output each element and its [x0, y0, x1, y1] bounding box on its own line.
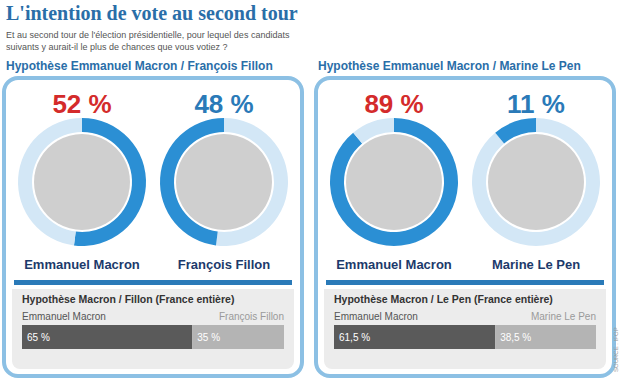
svg-text:Emmanuel Macron: Emmanuel Macron: [334, 311, 418, 322]
svg-text:48 %: 48 %: [194, 89, 253, 119]
svg-text:Hypothèse Emmanuel Macron / Fr: Hypothèse Emmanuel Macron / François Fil…: [6, 59, 273, 73]
svg-text:Hypothèse Macron / Fillon (Fra: Hypothèse Macron / Fillon (France entièr…: [22, 293, 234, 305]
svg-text:38,5 %: 38,5 %: [500, 332, 531, 343]
svg-text:52 %: 52 %: [52, 89, 111, 119]
svg-text:35 %: 35 %: [197, 332, 220, 343]
svg-text:Emmanuel Macron: Emmanuel Macron: [24, 257, 140, 272]
svg-text:65 %: 65 %: [27, 332, 50, 343]
svg-text:Emmanuel Macron: Emmanuel Macron: [336, 257, 452, 272]
svg-text:L'intention de vote au second: L'intention de vote au second tour: [6, 2, 298, 24]
svg-text:Hypothèse Emmanuel Macron / Ma: Hypothèse Emmanuel Macron / Marine Le Pe…: [318, 59, 581, 73]
svg-text:Marine Le Pen: Marine Le Pen: [531, 311, 596, 322]
svg-text:89 %: 89 %: [364, 89, 423, 119]
svg-text:Marine Le Pen: Marine Le Pen: [492, 257, 580, 272]
svg-text:61,5 %: 61,5 %: [339, 332, 370, 343]
svg-text:Emmanuel Macron: Emmanuel Macron: [22, 311, 106, 322]
svg-text:suivants y aurait-il le plus d: suivants y aurait-il le plus de chances …: [6, 42, 228, 52]
svg-text:François Fillon: François Fillon: [178, 257, 271, 272]
svg-text:11 %: 11 %: [507, 89, 565, 119]
svg-text:Hypothèse Macron / Le Pen (Fra: Hypothèse Macron / Le Pen (France entièr…: [334, 293, 553, 305]
svg-text:François Fillon: François Fillon: [219, 311, 284, 322]
svg-text:SOURCE : IFOP: SOURCE : IFOP: [613, 327, 619, 372]
svg-text:Et au second tour de l'électio: Et au second tour de l'élection présiden…: [6, 30, 292, 40]
